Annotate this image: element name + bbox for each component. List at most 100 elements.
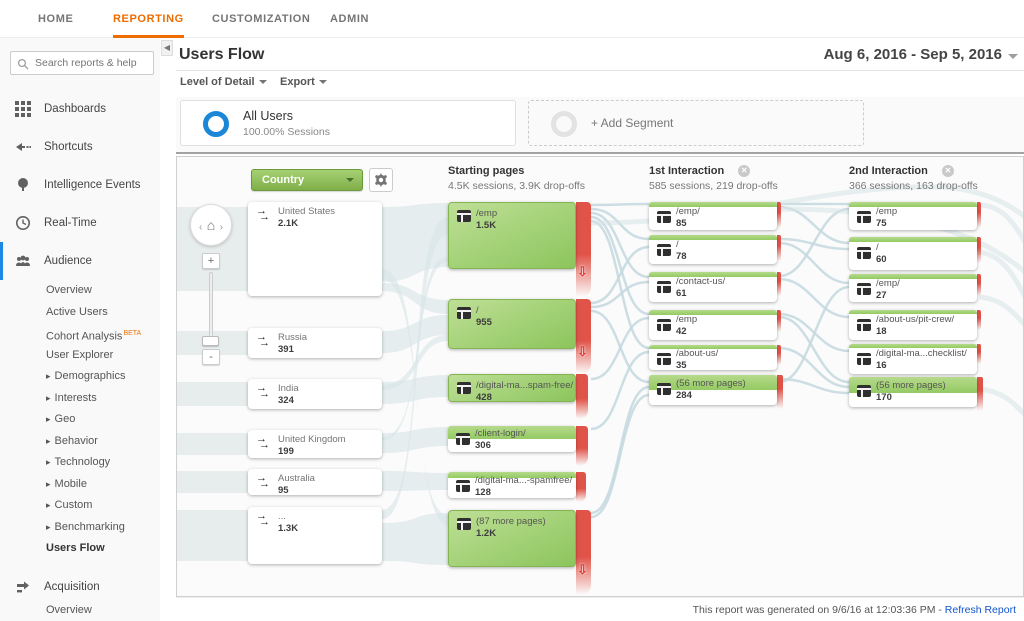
flow-node-2nd-emp[interactable]: /emp 75 [849,202,977,230]
sidebar-item-behavior[interactable]: ▸ Behavior [0,431,160,453]
flow-node-1st-more-pages[interactable]: (56 more pages) 284 [649,375,777,405]
flow-node-1st-root[interactable]: /78 [649,235,777,264]
refresh-report-link[interactable]: Refresh Report [944,604,1016,616]
expander-icon: ▸ [46,500,51,510]
segment-all-users[interactable]: All Users 100.00% Sessions [180,100,516,146]
remove-step-icon[interactable]: ✕ [941,165,954,177]
flow-node-2nd-emp-slash[interactable]: /emp/27 [849,274,977,302]
flow-node-2nd-digital-checklist[interactable]: /digital-ma...checklist/16 [849,344,977,374]
node-value: 170 [876,391,892,403]
tab-home[interactable]: HOME [38,13,74,25]
flow-node-country-united-kingdom[interactable]: → → United Kingdom 199 [248,430,382,458]
drop-off-sliver [777,345,781,365]
sidebar-item-mobile[interactable]: ▸ Mobile [0,474,160,496]
sidebar-item-user-explorer[interactable]: User Explorer [0,345,160,367]
drop-off-arrow-icon: ⇩ [577,562,588,577]
sidebar-item-custom[interactable]: ▸ Custom [0,495,160,517]
flow-node-country-india[interactable]: → → India 324 [248,379,382,409]
search-box[interactable] [10,51,154,75]
node-value: 199 [278,445,294,457]
continuing-band [649,375,777,390]
sidebar-item-intelligence-events[interactable]: Intelligence Events [0,166,160,204]
sidebar-item-label: Dashboards [44,103,107,115]
sidebar-item-technology[interactable]: ▸ Technology [0,452,160,474]
pan-home-control[interactable]: ‹ ⌂ › [190,204,232,246]
zoom-out-button[interactable]: - [202,349,220,365]
settings-button[interactable] [369,168,393,192]
flow-node-start-client-login[interactable]: /client-login/306 [448,426,576,452]
sidebar-collapse-button[interactable]: ◀ [161,40,173,56]
node-value: 1.3K [278,522,299,534]
page-icon [857,247,871,259]
drop-off-band: ⇩ [576,510,591,595]
zoom-slider-track[interactable] [209,272,213,344]
flow-node-start-emp[interactable]: /emp 1.5K [448,202,576,269]
date-range-selector[interactable]: Aug 6, 2016 - Sep 5, 2016 [823,46,1002,63]
tab-admin[interactable]: ADMIN [330,13,370,25]
dropdown-arrow-icon [318,80,327,85]
flow-node-start-root[interactable]: /955 [448,299,576,349]
flow-node-1st-emp[interactable]: /emp 42 [649,310,777,340]
report-toolbar: Level of Detail Export [176,71,1024,97]
sidebar-item-demographics[interactable]: ▸ Demographics [0,366,160,388]
sidebar-item-geo[interactable]: ▸ Geo [0,409,160,431]
sidebar-item-dashboards[interactable]: Dashboards [0,90,160,128]
dimension-selector[interactable]: Country [251,169,363,191]
drop-off-sliver [977,310,981,330]
node-label: India [278,383,299,394]
level-of-detail-dropdown[interactable]: Level of Detail [180,76,267,88]
flow-node-country-russia[interactable]: → → Russia 391 [248,328,382,358]
export-dropdown[interactable]: Export [280,76,327,88]
pan-right-icon[interactable]: › [219,222,224,233]
sidebar-item-acquisition-overview[interactable]: Overview [0,600,160,621]
flow-node-1st-contact-us[interactable]: /contact-us/61 [649,272,777,302]
flow-node-country-other[interactable]: → → ... 1.3K [248,507,382,564]
intelligence-icon [18,178,28,191]
tab-reporting[interactable]: REPORTING [113,0,184,38]
expander-icon: ▸ [46,371,51,381]
continuing-band [649,202,777,207]
flow-node-start-digital-spamfree[interactable]: /digital-ma...-spamfree/128 [448,472,576,498]
home-icon[interactable]: ⌂ [206,217,216,233]
sidebar-item-audience[interactable]: Audience [0,242,160,280]
remove-step-icon[interactable]: ✕ [738,165,751,177]
flow-node-2nd-more-pages[interactable]: (56 more pages) 170 [849,377,977,407]
flow-node-2nd-root[interactable]: /60 [849,237,977,270]
flow-node-country-australia[interactable]: → → Australia 95 [248,469,382,496]
add-segment-button[interactable]: + Add Segment [528,100,864,146]
sidebar-item-real-time[interactable]: Real-Time [0,204,160,242]
segment-ring-icon [203,111,229,137]
drop-off-sliver [977,237,981,263]
sidebar-item-benchmarking[interactable]: ▸ Benchmarking [0,517,160,539]
date-dropdown-arrow-icon[interactable] [1008,54,1018,59]
users-flow-canvas[interactable]: Country Starting pages 4.5K sessions, 3.… [176,156,1024,597]
sidebar: Dashboards Shortcuts Intelligence Events… [0,38,160,621]
flow-node-1st-about-us[interactable]: /about-us/35 [649,345,777,371]
zoom-in-button[interactable]: + [202,253,220,269]
page-icon [456,433,470,445]
export-label: Export [280,76,315,88]
sidebar-item-cohort-analysis[interactable]: Cohort AnalysisBETA [0,323,160,345]
sidebar-item-users-flow[interactable]: Users Flow [0,538,160,560]
flow-node-1st-emp-slash[interactable]: /emp/85 [649,202,777,230]
sidebar-item-shortcuts[interactable]: Shortcuts [0,128,160,166]
sidebar-item-overview[interactable]: Overview [0,280,160,302]
flow-node-start-more-pages[interactable]: (87 more pages) 1.2K [448,510,576,567]
sidebar-item-acquisition[interactable]: Acquisition [0,574,160,600]
flow-node-country-united-states[interactable]: → → United States 2.1K [248,202,382,296]
flow-node-2nd-about-us-pit-crew[interactable]: /about-us/pit-crew/18 [849,310,977,340]
node-label: / [876,242,879,253]
node-label: /contact-us/ [676,276,726,287]
sidebar-item-interests[interactable]: ▸ Interests [0,388,160,410]
drop-off-arrow-icon: ⇩ [577,344,588,359]
tab-customization[interactable]: CUSTOMIZATION [212,13,311,25]
drop-off-sliver [777,375,783,409]
pan-left-icon[interactable]: ‹ [198,222,203,233]
flow-node-start-digital-spam-free[interactable]: /digital-ma...spam-free/428 [448,374,576,403]
search-input[interactable] [35,53,151,73]
zoom-slider-handle[interactable] [202,336,219,346]
node-label: /digital-ma...-spamfree/ [475,475,573,486]
sidebar-item-active-users[interactable]: Active Users [0,302,160,324]
sidebar-item-label: Overview [46,603,92,616]
clock-icon [16,216,30,230]
